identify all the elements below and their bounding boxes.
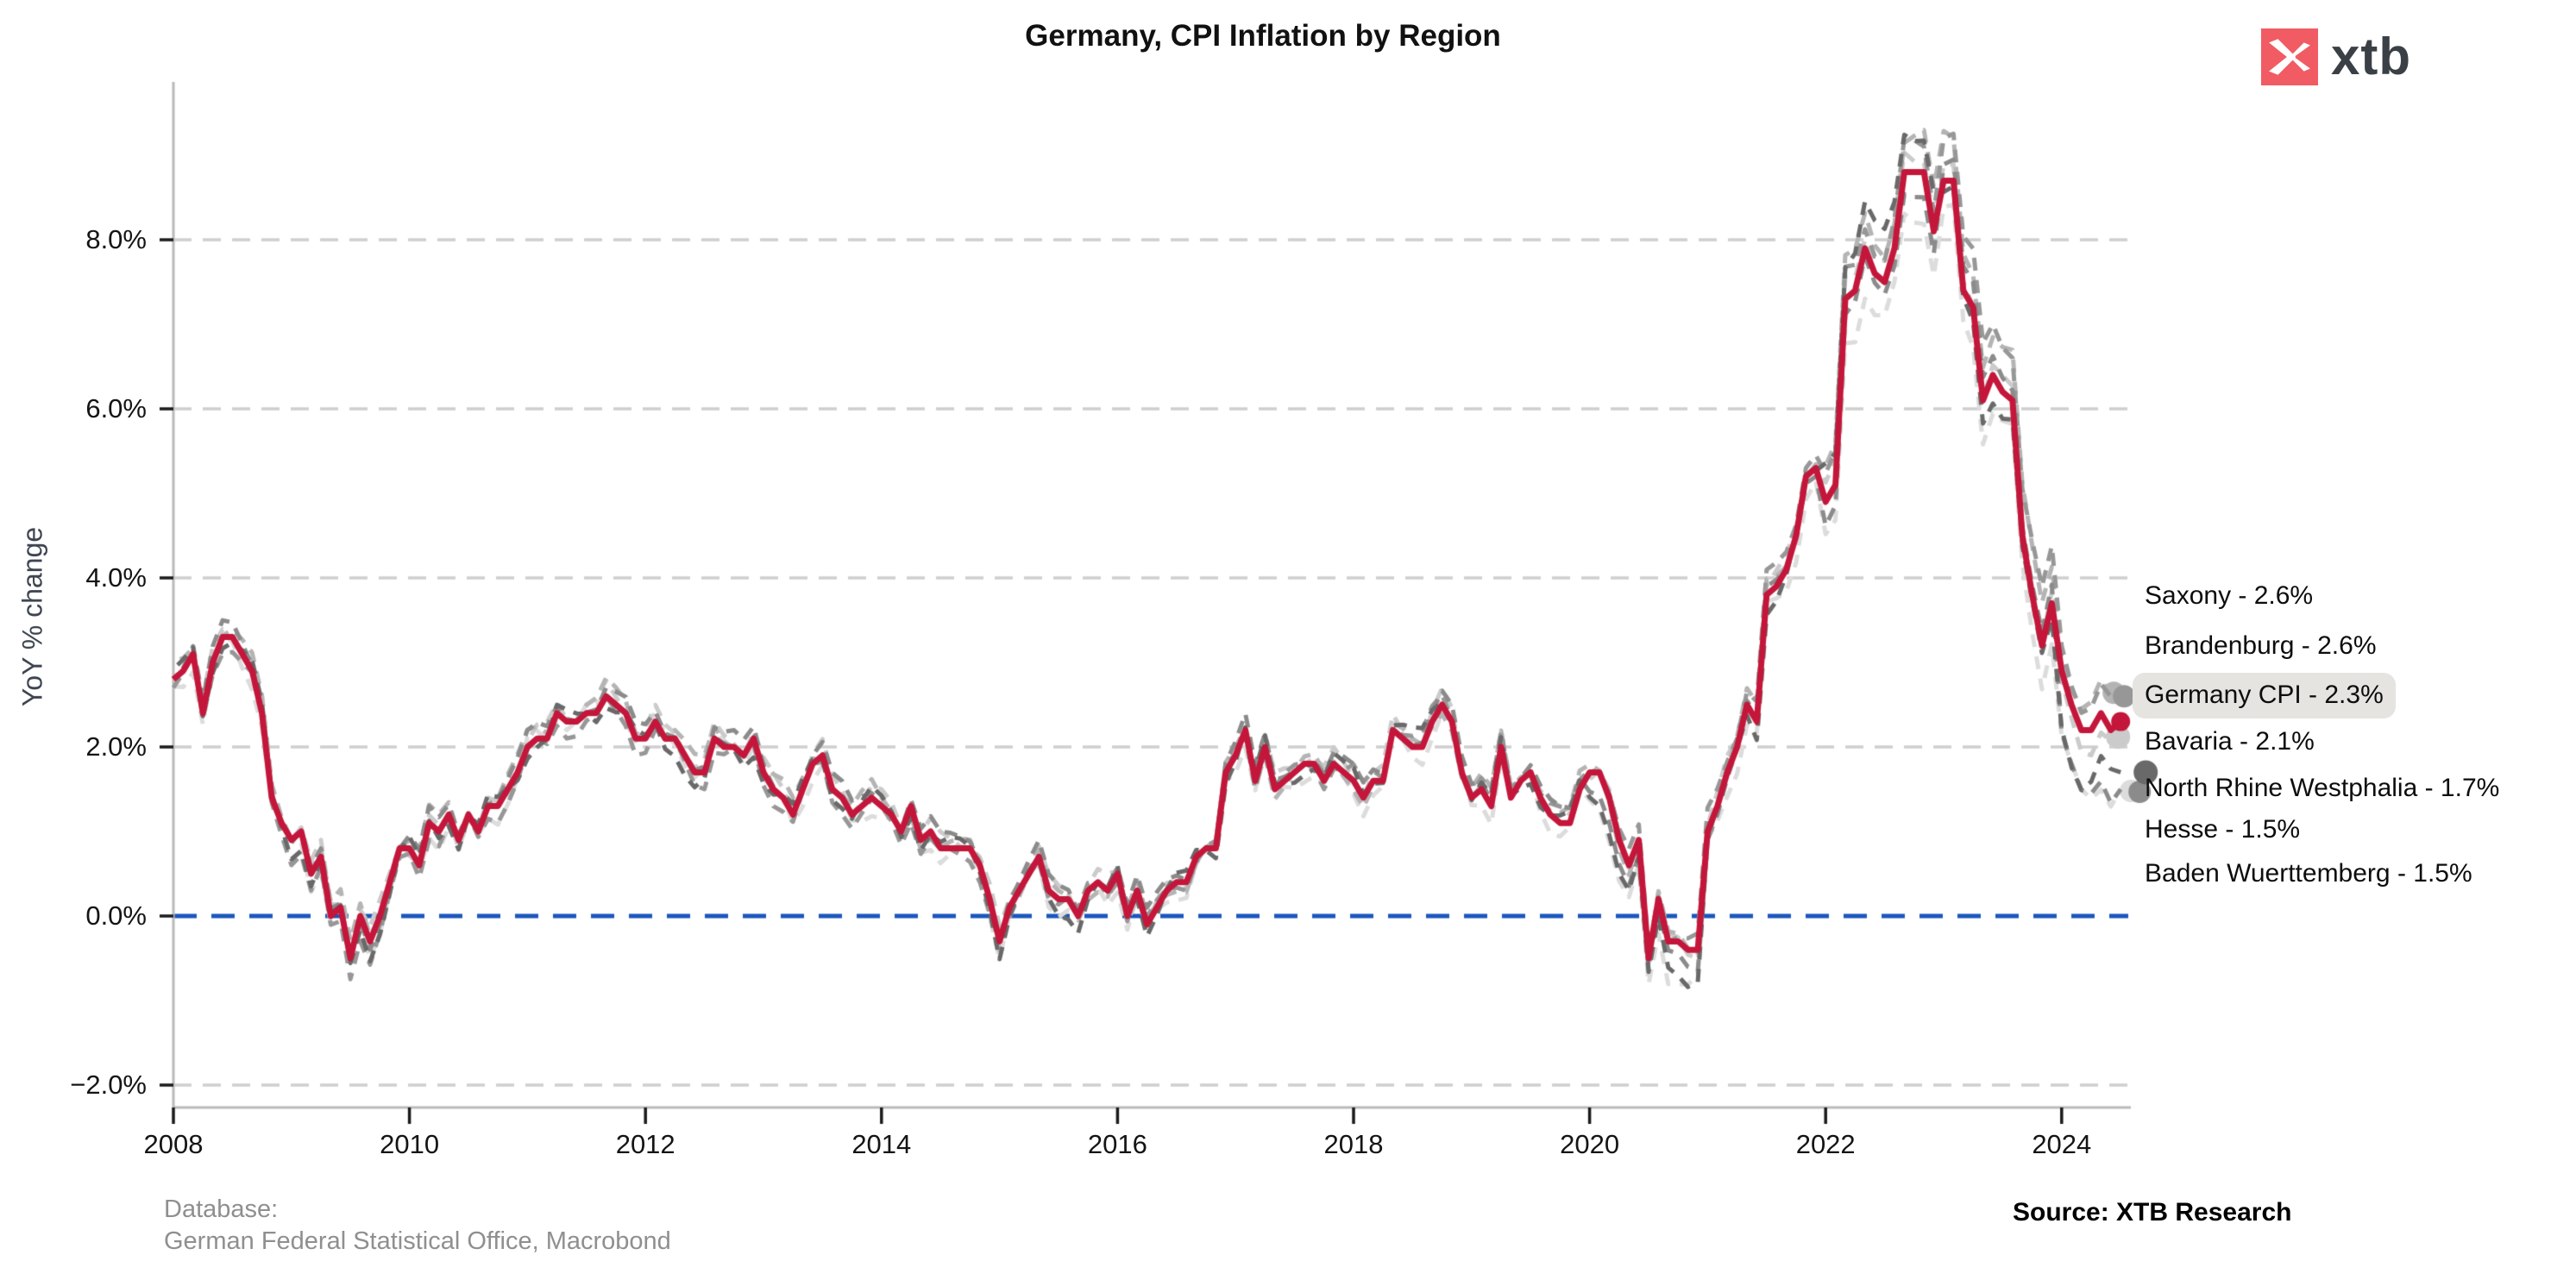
x-tick-label: 2018 [1323,1129,1384,1159]
legend-item-bavaria: Bavaria - 2.1% [2145,727,2315,756]
y-tick-label: 2.0% [85,731,147,762]
legend-item-north-rhine-westphalia: North Rhine Westphalia - 1.7% [2145,774,2500,802]
footer-source-note: Source: XTB Research [2013,1198,2292,1227]
x-tick-label: 2022 [1795,1129,1856,1159]
x-tick-label: 2010 [380,1129,440,1159]
database-label: Database: [164,1195,279,1223]
y-tick-label: 8.0% [85,224,147,254]
x-tick-label: 2014 [851,1129,912,1159]
x-tick-label: 2020 [1560,1129,1620,1159]
logo-text: xtb [2331,28,2411,85]
database-source: German Federal Statistical Office, Macro… [164,1227,671,1255]
y-tick-label: −2.0% [70,1070,147,1100]
legend-item-brandenburg: Brandenburg - 2.6% [2145,631,2377,660]
footer-database-note: Database: German Federal Statistical Off… [164,1194,671,1258]
page-title: Germany, CPI Inflation by Region [1025,19,1501,53]
y-axis-title: YoY % change [16,526,48,707]
x-tick-label: 2016 [1087,1129,1147,1159]
x-tick-label: 2008 [143,1129,204,1159]
legend-item-baden-wuerttemberg: Baden Wuerttemberg - 1.5% [2145,859,2472,888]
x-tick-label: 2012 [615,1129,675,1159]
legend-item-saxony: Saxony - 2.6% [2145,581,2314,610]
x-tick-label: 2024 [2032,1129,2092,1159]
xtb-bird-icon [2261,28,2318,85]
xtb-logo: xtb [2261,28,2411,85]
legend-item-hesse: Hesse - 1.5% [2145,815,2301,844]
y-tick-label: 4.0% [85,562,147,593]
legend-item-germany-cpi: Germany CPI - 2.3% [2133,673,2396,718]
y-tick-label: 6.0% [85,393,147,424]
y-tick-label: 0.0% [85,900,147,931]
